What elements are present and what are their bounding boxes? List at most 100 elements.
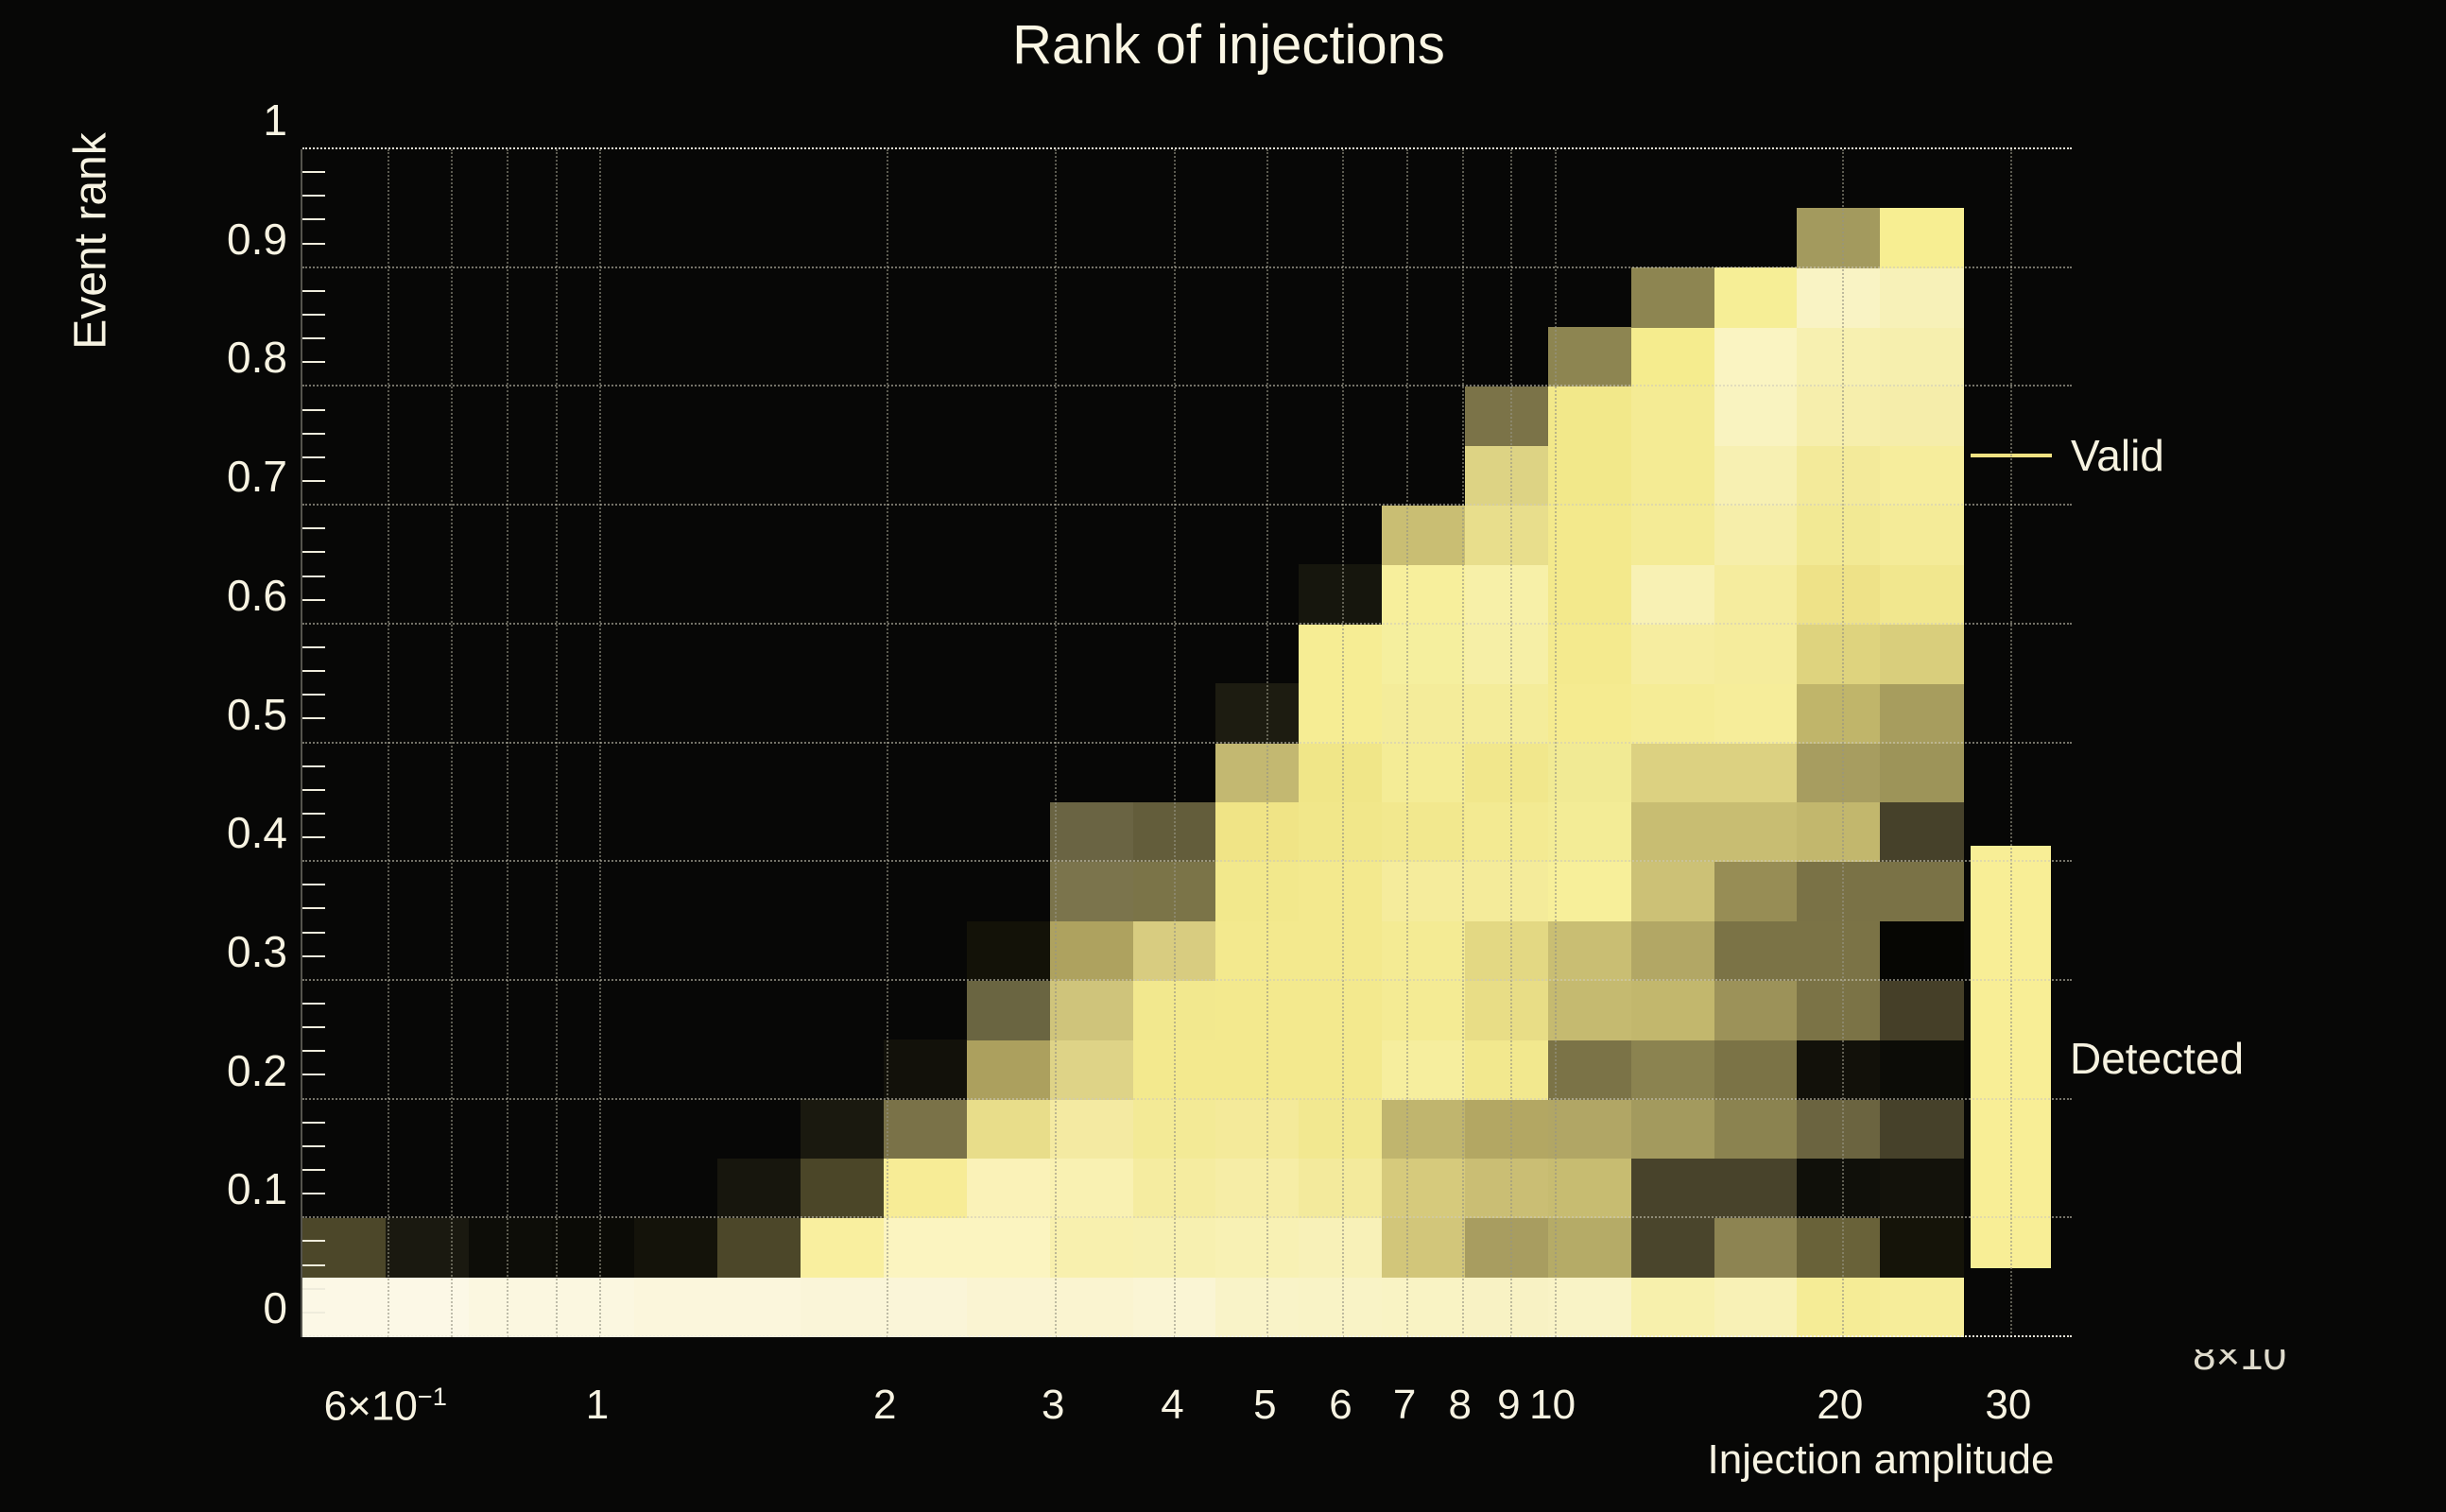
y-gridline	[302, 504, 2072, 507]
x-gridline	[1461, 149, 1464, 1337]
heatmap-cell	[1630, 445, 1715, 507]
heatmap-cell	[1880, 980, 1964, 1040]
y-tick-label: 0.6	[227, 570, 287, 620]
heatmap-cell	[966, 1217, 1051, 1279]
heatmap-cell	[1880, 1099, 1964, 1160]
heatmap-cell	[1299, 564, 1383, 625]
heatmap-cell	[1215, 861, 1300, 922]
x-tick-label: 8	[1448, 1382, 1472, 1428]
heatmap-cell	[1880, 1040, 1964, 1100]
heatmap-cell	[1049, 1099, 1134, 1160]
x-gridline	[1174, 149, 1177, 1337]
heatmap-cell	[1797, 386, 1881, 447]
heatmap-cell	[1299, 1040, 1383, 1100]
heatmap-cell	[1880, 564, 1964, 625]
y-gridline	[302, 622, 2072, 625]
heatmap-cell	[1880, 386, 1964, 447]
heatmap-cell	[1547, 801, 1632, 863]
heatmap-cell	[1547, 920, 1632, 981]
heatmap-cell	[1714, 1099, 1799, 1160]
heatmap-cell	[1299, 1217, 1383, 1279]
heatmap-cell	[883, 1217, 968, 1279]
y-minor-tick	[302, 954, 325, 957]
heatmap-cell	[1630, 920, 1715, 981]
heatmap-cell	[1547, 683, 1632, 744]
heatmap-cell	[1630, 267, 1715, 328]
y-minor-tick	[302, 1050, 325, 1053]
chart-title: Rank of injections	[1012, 14, 1445, 76]
x-gridline	[507, 149, 509, 1337]
y-gridline	[302, 741, 2072, 744]
heatmap-cell	[1630, 386, 1715, 447]
y-minor-tick	[302, 1144, 325, 1147]
heatmap-cell	[1797, 920, 1881, 981]
y-gridline	[302, 1335, 2072, 1337]
heatmap-cell	[1880, 920, 1964, 981]
heatmap-cell	[1797, 564, 1881, 625]
heatmap-cell	[1880, 1277, 1964, 1337]
y-minor-tick	[302, 1240, 325, 1243]
x-gridline	[1266, 149, 1269, 1337]
heatmap-cell	[1714, 861, 1799, 922]
y-tick-label: 0	[263, 1283, 287, 1332]
heatmap-cell	[1630, 743, 1715, 803]
heatmap-cell	[1382, 1158, 1466, 1219]
y-axis-title: Event rank	[65, 132, 116, 350]
heatmap-cell	[1464, 980, 1549, 1040]
x-gridline	[1055, 149, 1058, 1337]
heatmap-cell	[966, 1277, 1051, 1337]
heatmap-cell	[1299, 980, 1383, 1040]
heatmap-cell	[1797, 683, 1881, 744]
y-minor-tick	[302, 931, 325, 934]
heatmap-cell	[801, 1099, 885, 1160]
heatmap-cell	[801, 1217, 885, 1279]
heatmap-cell	[1299, 920, 1383, 981]
heatmap-cell	[1299, 683, 1383, 744]
heatmap-cell	[1049, 1277, 1134, 1337]
heatmap-cell	[1464, 624, 1549, 684]
x-gridline	[1406, 149, 1409, 1337]
heatmap-cell	[1797, 743, 1881, 803]
heatmap-cell	[551, 1277, 636, 1337]
heatmap-cell	[1714, 1158, 1799, 1219]
heatmap-cell	[1630, 505, 1715, 565]
heatmap-cell	[1464, 1217, 1549, 1279]
y-tick-label: 1	[263, 95, 287, 145]
heatmap-cell	[1547, 564, 1632, 625]
heatmap-cell	[1464, 861, 1549, 922]
y-minor-tick	[302, 1074, 325, 1076]
heatmap-cell	[1630, 1099, 1715, 1160]
y-minor-tick	[302, 479, 325, 482]
y-minor-tick	[302, 884, 325, 886]
x-gridline	[1841, 149, 1844, 1337]
heatmap-cell	[1464, 920, 1549, 981]
y-minor-tick	[302, 575, 325, 577]
x-tick-label: 6×10−1	[323, 1382, 447, 1430]
heatmap-cell	[302, 1277, 387, 1337]
heatmap-cell	[1547, 327, 1632, 387]
heatmap-cell	[1049, 861, 1134, 922]
heatmap-cell	[1464, 1040, 1549, 1100]
heatmap-cell	[1714, 683, 1799, 744]
heatmap-cell	[1630, 1217, 1715, 1279]
y-minor-tick	[302, 432, 325, 435]
y-gridline	[302, 147, 2072, 149]
heatmap-cell	[1880, 445, 1964, 507]
heatmap-cell	[801, 1277, 885, 1337]
heatmap-cell	[1049, 1040, 1134, 1100]
y-minor-tick	[302, 788, 325, 791]
heatmap-cell	[1714, 267, 1799, 328]
heatmap-cell	[1382, 1277, 1466, 1337]
heatmap-cell	[1215, 743, 1300, 803]
y-tick-label: 0.7	[227, 452, 287, 502]
y-gridline	[302, 1097, 2072, 1100]
heatmap-cell	[1630, 1277, 1715, 1337]
y-minor-tick	[302, 765, 325, 767]
heatmap-cell	[1215, 1099, 1300, 1160]
y-tick-label: 0.2	[227, 1045, 287, 1095]
heatmap-cell	[1797, 1277, 1881, 1337]
heatmap-cell	[1215, 1158, 1300, 1219]
y-minor-tick	[302, 1121, 325, 1124]
heatmap-cell	[1049, 920, 1134, 981]
